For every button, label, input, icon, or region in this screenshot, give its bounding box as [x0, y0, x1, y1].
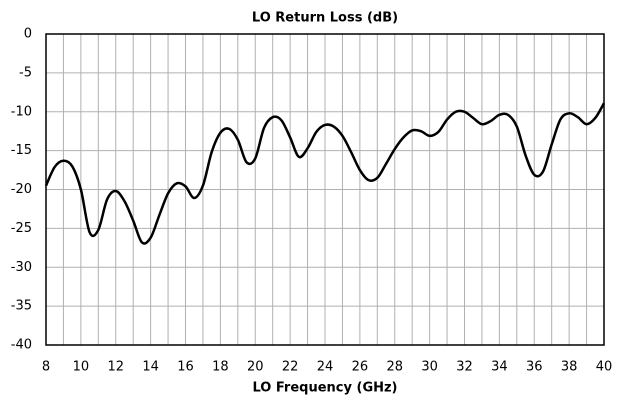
x-tick-label: 38 — [561, 360, 578, 375]
y-tick-label: -35 — [11, 299, 32, 314]
x-tick-label: 18 — [212, 360, 229, 375]
x-tick-label: 14 — [142, 360, 159, 375]
y-tick-label: -5 — [19, 65, 32, 80]
y-tick-label: -25 — [11, 221, 32, 236]
y-tick-label: -30 — [11, 260, 32, 275]
plot-frame — [45, 33, 605, 346]
y-tick-label: 0 — [24, 27, 32, 42]
x-axis-label: LO Frequency (GHz) — [252, 381, 397, 396]
x-tick-label: 32 — [456, 360, 473, 375]
data-line — [44, 102, 606, 245]
y-tick-label: -40 — [11, 338, 32, 353]
x-tick-label: 26 — [352, 360, 369, 375]
y-tick-label: -10 — [11, 104, 32, 119]
x-tick-label: 16 — [177, 360, 194, 375]
x-tick-label: 10 — [73, 360, 90, 375]
x-tick-label: 34 — [491, 360, 508, 375]
y-tick-label: -20 — [11, 182, 32, 197]
x-tick-label: 22 — [282, 360, 299, 375]
y-tick-label: -15 — [11, 143, 32, 158]
x-tick-label: 24 — [317, 360, 334, 375]
x-tick-label: 8 — [42, 360, 50, 375]
chart-title: LO Return Loss (dB) — [252, 11, 398, 26]
x-tick-label: 12 — [107, 360, 124, 375]
x-tick-label: 28 — [386, 360, 403, 375]
x-tick-label: 40 — [596, 360, 613, 375]
x-tick-label: 30 — [421, 360, 438, 375]
x-tick-label: 20 — [247, 360, 264, 375]
x-tick-label: 36 — [526, 360, 543, 375]
